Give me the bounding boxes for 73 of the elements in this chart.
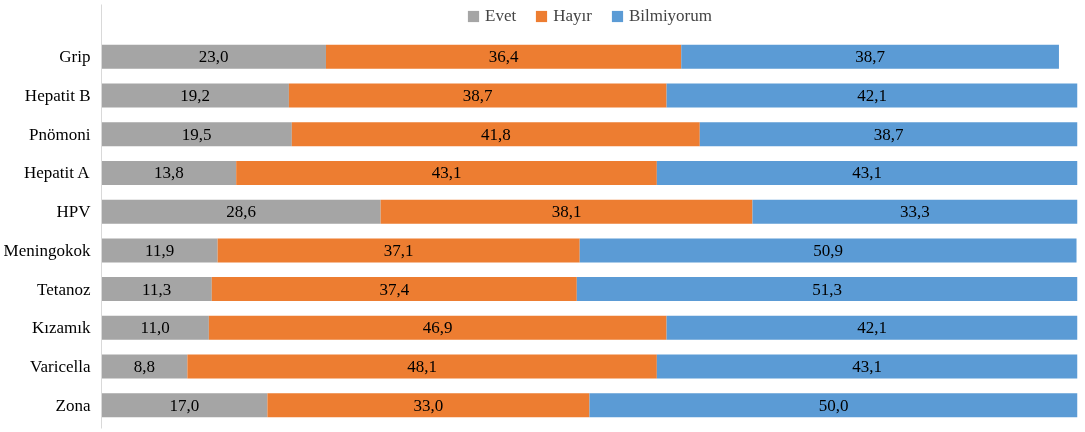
bar: [267, 393, 590, 418]
legend-label: Bilmiyorum: [628, 6, 712, 26]
data-label: 33,3: [900, 202, 930, 222]
bar: [101, 354, 188, 379]
bar: [325, 44, 682, 69]
legend-label: Evet: [485, 6, 517, 26]
bar: [291, 122, 700, 147]
bar: [101, 238, 218, 263]
data-label: 42,1: [857, 86, 887, 105]
data-label: 43,1: [431, 163, 462, 183]
bar: [217, 238, 580, 263]
y-tick-label: Hepatit B: [24, 86, 91, 105]
y-tick-label: HPV: [56, 202, 92, 222]
bar: [187, 354, 657, 379]
data-label: 19,2: [180, 86, 211, 105]
data-label: 43,1: [852, 163, 883, 183]
bar: [101, 160, 237, 185]
bar: [752, 199, 1078, 224]
data-label: 33,0: [413, 395, 444, 415]
data-label: 38,1: [551, 202, 582, 222]
bar: [208, 315, 667, 340]
data-label: 13,8: [153, 163, 184, 183]
data-label: 19,5: [181, 124, 212, 144]
data-label: 46,9: [422, 318, 453, 338]
bar: [699, 122, 1078, 147]
data-label: 50,0: [818, 395, 849, 415]
data-label: 8,8: [133, 357, 156, 377]
bar: [681, 44, 1059, 69]
y-tick-label: Pnömoni: [29, 124, 91, 144]
data-label: 50,9: [813, 240, 844, 260]
data-label: 11,9: [145, 240, 175, 260]
bar: [211, 277, 577, 302]
y-tick-label: Tetanoz: [36, 279, 91, 299]
data-label: 42,1: [857, 318, 887, 338]
bar: [101, 122, 292, 147]
data-label: 38,7: [462, 86, 494, 105]
bar: [101, 44, 326, 69]
bar: [656, 160, 1078, 185]
bar: [579, 238, 1077, 263]
data-label: 23,0: [198, 47, 229, 67]
data-label: 36,4: [488, 47, 519, 67]
bar: [101, 393, 268, 418]
bar: [380, 199, 753, 224]
bar: [576, 277, 1078, 302]
y-tick-label: Varicella: [30, 357, 91, 377]
y-tick-label: Zona: [55, 395, 91, 415]
data-label: 17,0: [169, 395, 200, 415]
y-tick-label: Kızamık: [31, 318, 91, 338]
bar: [101, 83, 289, 108]
bar: [589, 393, 1078, 418]
data-label: 11,3: [142, 279, 172, 299]
y-tick-label: Hepatit A: [23, 163, 91, 183]
y-tick-label: Meningokok: [3, 240, 91, 260]
bar: [288, 83, 667, 108]
data-label: 48,1: [407, 357, 437, 377]
data-label: 38,7: [873, 124, 905, 144]
data-label: 28,6: [226, 202, 256, 222]
bar: [666, 315, 1078, 340]
data-label: 41,8: [480, 124, 511, 144]
legend-label: Hayır: [553, 6, 592, 26]
bar: [666, 83, 1078, 108]
data-label: 43,1: [852, 357, 883, 377]
bar: [101, 277, 212, 302]
bar: [236, 160, 657, 185]
data-label: 37,4: [379, 279, 410, 299]
y-tick-label: Grip: [59, 47, 91, 67]
data-label: 11,0: [140, 318, 170, 338]
bar: [656, 354, 1078, 379]
data-label: 38,7: [855, 47, 886, 67]
bar: [101, 199, 381, 224]
data-label: 51,3: [812, 279, 843, 299]
bar: [101, 315, 209, 340]
data-label: 37,1: [383, 240, 414, 260]
